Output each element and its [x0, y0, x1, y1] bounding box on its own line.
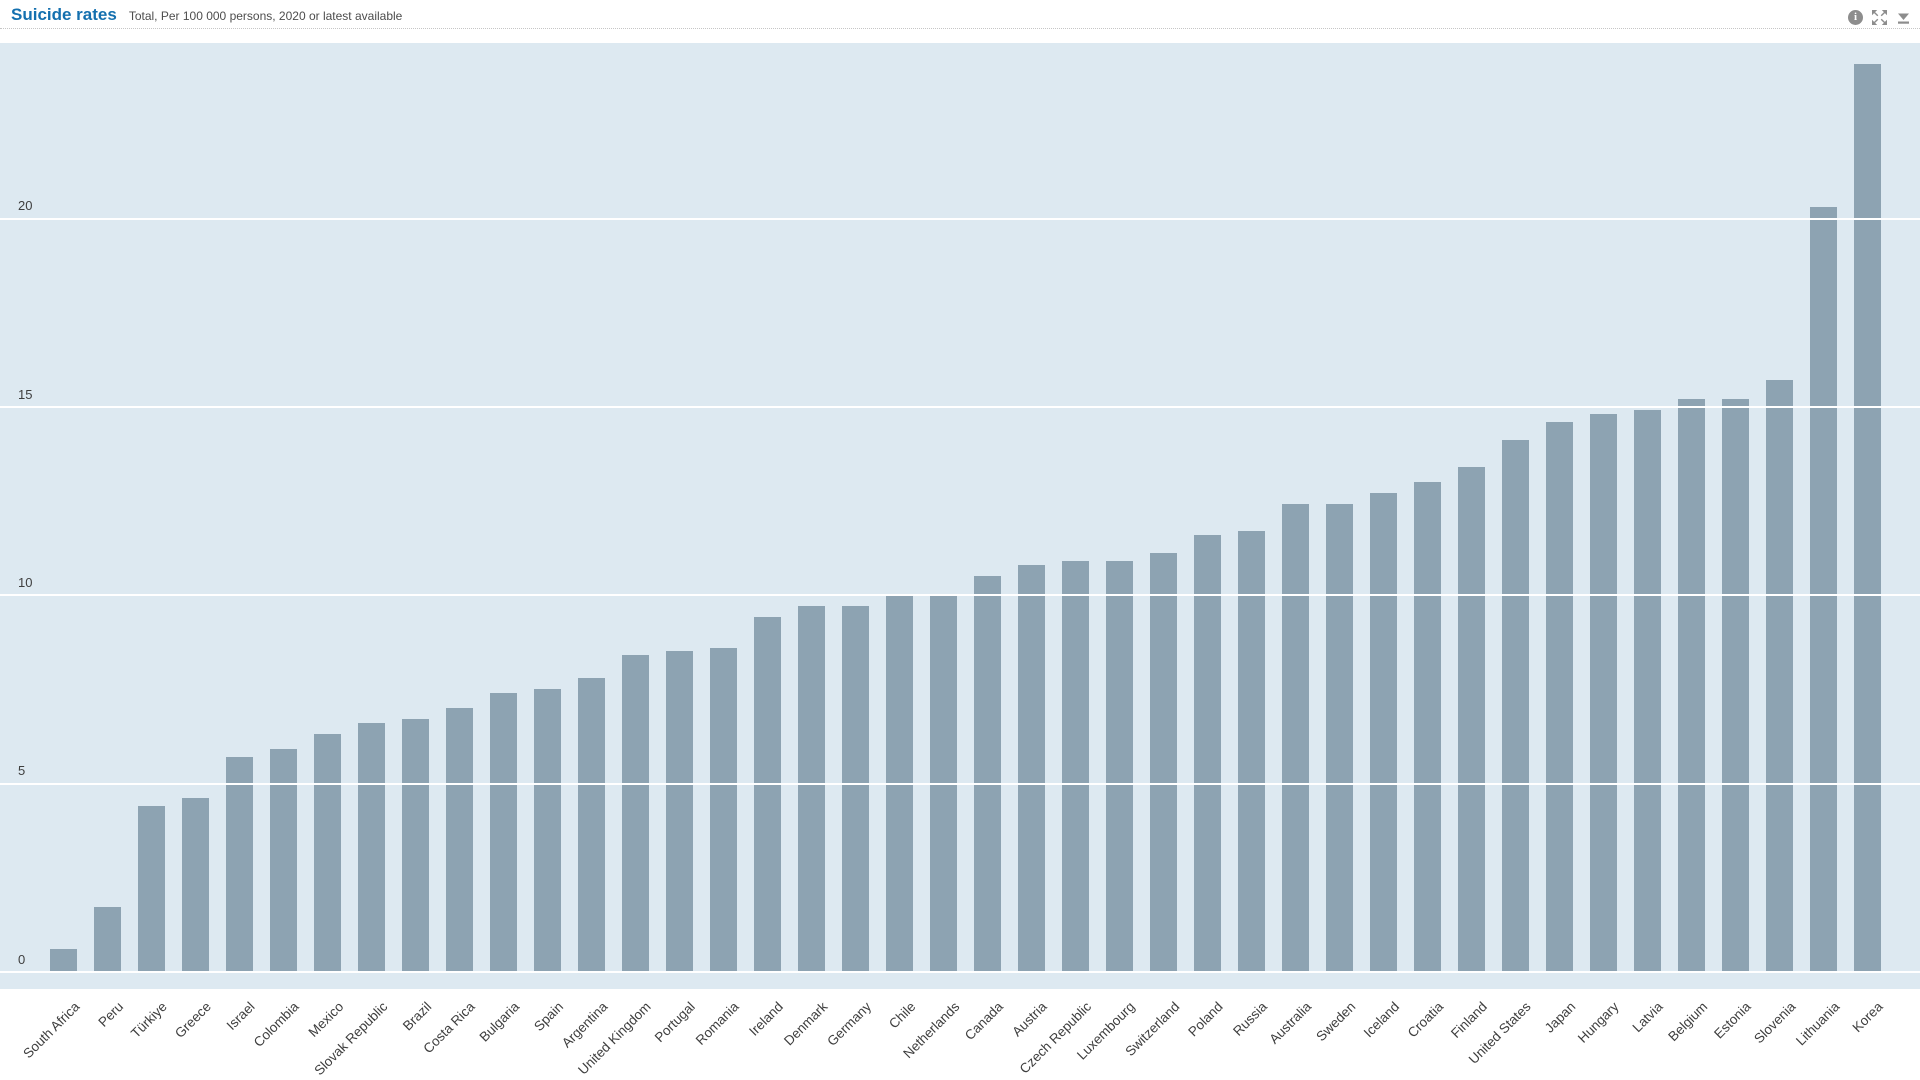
gridline-15	[0, 406, 1920, 408]
bar-germany[interactable]	[842, 606, 869, 972]
x-axis-label: Türkiye	[128, 999, 171, 1041]
x-axis-label: Ireland	[746, 999, 787, 1039]
bar-hungary[interactable]	[1590, 414, 1617, 972]
bar-denmark[interactable]	[798, 606, 825, 972]
bar-united-states[interactable]	[1502, 440, 1529, 972]
bar-south-africa[interactable]	[50, 948, 77, 972]
x-axis-label: Australia	[1266, 999, 1315, 1047]
plot-area: 0 5 10 15 20	[0, 43, 1920, 989]
bar-belgium[interactable]	[1678, 398, 1705, 972]
chart-title[interactable]: Suicide rates	[11, 5, 117, 24]
bar-argentina[interactable]	[578, 677, 605, 972]
bar-netherlands[interactable]	[930, 594, 957, 972]
bar-ireland[interactable]	[754, 617, 781, 972]
x-axis-label: Croatia	[1404, 999, 1447, 1041]
fullscreen-icon[interactable]	[1871, 9, 1888, 26]
x-axis-label: Slovenia	[1750, 999, 1799, 1047]
bar-korea[interactable]	[1854, 63, 1881, 972]
x-axis-label: Germany	[824, 999, 875, 1049]
bar-sweden[interactable]	[1326, 504, 1353, 972]
gridline-10	[0, 594, 1920, 597]
chart-subtitle: Total, Per 100 000 persons, 2020 or late…	[128, 9, 403, 23]
y-axis-tick-label: 5	[18, 763, 26, 779]
bar-brazil[interactable]	[402, 719, 429, 972]
x-axis-label: Bulgaria	[476, 999, 523, 1045]
bar-canada[interactable]	[974, 576, 1001, 972]
bar-slovenia[interactable]	[1766, 380, 1793, 972]
x-axis-label: Greece	[172, 999, 215, 1041]
bar-latvia[interactable]	[1634, 410, 1661, 972]
bar-estonia[interactable]	[1722, 398, 1749, 972]
bar-portugal[interactable]	[666, 651, 693, 972]
x-axis-label: Finland	[1448, 999, 1491, 1041]
bar-poland[interactable]	[1194, 534, 1221, 972]
bar-luxembourg[interactable]	[1106, 560, 1133, 972]
bar-czech-republic[interactable]	[1062, 560, 1089, 972]
x-axis-label: Romania	[693, 999, 743, 1048]
y-axis-tick-label: 10	[18, 574, 33, 590]
bar-lithuania[interactable]	[1810, 206, 1837, 972]
bar-romania[interactable]	[710, 647, 737, 972]
x-axis-label: Poland	[1185, 999, 1227, 1040]
x-axis-label: Brazil	[399, 999, 435, 1034]
download-icon[interactable]	[1895, 9, 1912, 26]
x-axis-label: Denmark	[780, 999, 831, 1049]
x-axis-label: Portugal	[651, 999, 699, 1046]
bar-croatia[interactable]	[1414, 481, 1441, 972]
y-axis-tick-label: 0	[18, 951, 26, 967]
bar-iceland[interactable]	[1370, 493, 1397, 972]
x-axis-label: Peru	[95, 999, 127, 1030]
bar-austria[interactable]	[1018, 564, 1045, 972]
x-axis-label: Sweden	[1312, 999, 1359, 1045]
x-axis-label: Estonia	[1711, 999, 1755, 1042]
info-icon-glyph: i	[1848, 10, 1863, 25]
x-axis-label: Russia	[1230, 999, 1271, 1039]
bar-costa-rica[interactable]	[446, 707, 473, 972]
bar-peru[interactable]	[94, 907, 121, 972]
y-axis-tick-label: 20	[18, 198, 33, 214]
bar-spain[interactable]	[534, 689, 561, 972]
x-axis-label: Canada	[962, 999, 1007, 1044]
x-axis-label: Mexico	[305, 999, 347, 1040]
bar-greece[interactable]	[182, 798, 209, 972]
bar-australia[interactable]	[1282, 504, 1309, 972]
bar-türkiye[interactable]	[138, 805, 165, 972]
bar-bulgaria[interactable]	[490, 692, 517, 972]
info-icon[interactable]: i	[1847, 9, 1864, 26]
x-axis-label: Austria	[1009, 999, 1051, 1040]
gridline-20	[0, 217, 1920, 220]
x-axis-label: Korea	[1850, 999, 1887, 1036]
bar-mexico[interactable]	[314, 734, 341, 972]
x-axis-label: Latvia	[1630, 999, 1667, 1036]
x-axis: South Africa Peru Türkiye Greece Israel Colom…	[0, 989, 1920, 1080]
bar-finland[interactable]	[1458, 466, 1485, 972]
x-axis-label: Colombia	[251, 999, 303, 1050]
bar-israel[interactable]	[226, 756, 253, 972]
bar-slovak-republic[interactable]	[358, 722, 385, 972]
bar-japan[interactable]	[1546, 421, 1573, 972]
bar-switzerland[interactable]	[1150, 553, 1177, 972]
x-axis-label: Israel	[224, 999, 259, 1033]
chart-header: Suicide rates Total, Per 100 000 persons…	[0, 0, 1920, 29]
x-axis-label: Japan	[1541, 999, 1579, 1036]
bar-colombia[interactable]	[270, 749, 297, 972]
header-toolbar: i	[1847, 9, 1912, 26]
x-axis-label: South Africa	[20, 999, 83, 1062]
x-axis-label: Hungary	[1575, 999, 1623, 1046]
x-axis-label: Chile	[885, 999, 919, 1032]
x-axis-label: Spain	[531, 999, 567, 1035]
bar-russia[interactable]	[1238, 530, 1265, 972]
bar-chile[interactable]	[886, 594, 913, 972]
x-axis-label: Lithuania	[1792, 999, 1843, 1049]
x-axis-label: Belgium	[1665, 999, 1711, 1045]
bar-united-kingdom[interactable]	[622, 655, 649, 972]
y-axis-tick-label: 15	[18, 386, 33, 402]
x-axis-label: Iceland	[1360, 999, 1403, 1041]
